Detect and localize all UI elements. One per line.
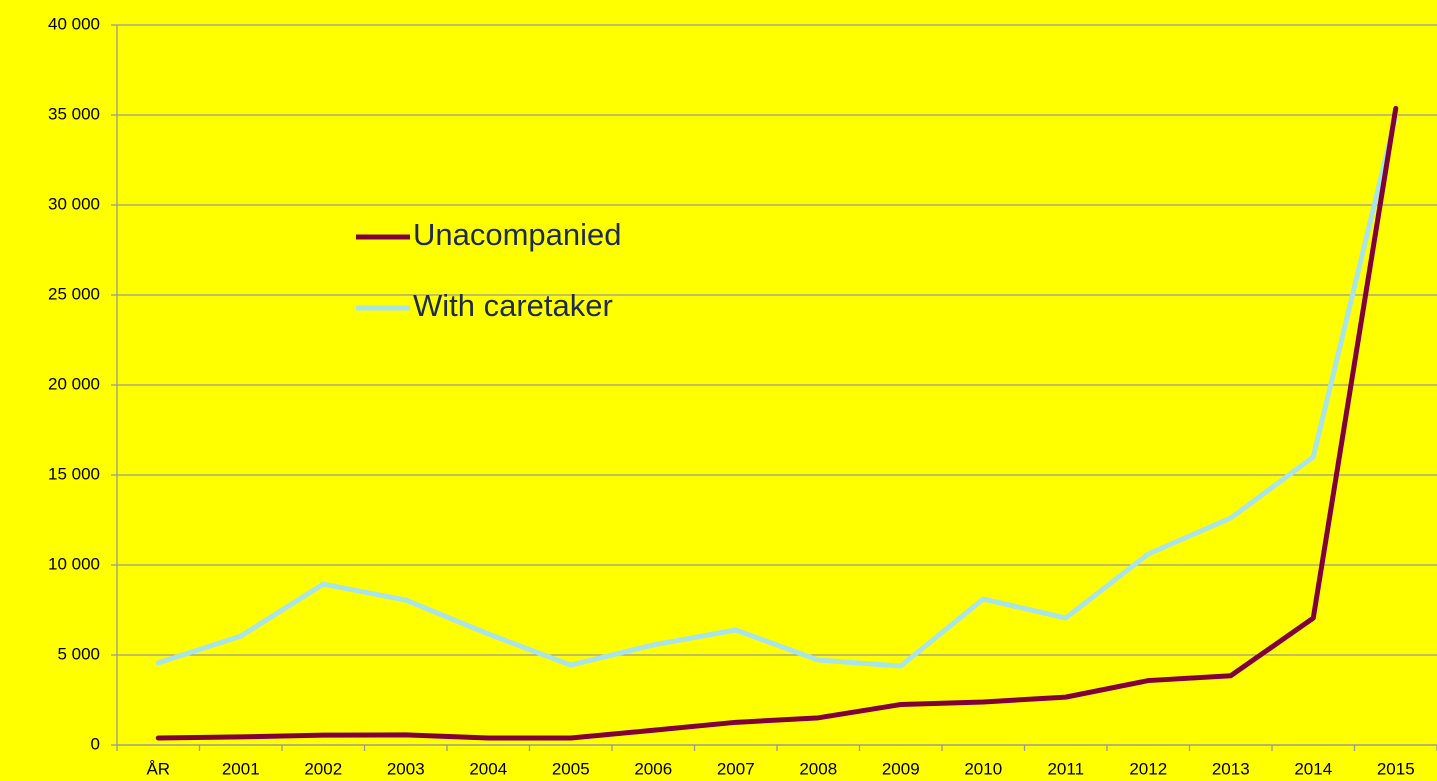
x-tick-label: 2012 [1129, 759, 1167, 778]
x-tick-label: 2007 [717, 759, 755, 778]
x-tick-label: 2011 [1047, 759, 1084, 778]
x-tick-label: 2013 [1212, 759, 1250, 778]
legend-label: With caretaker [413, 288, 613, 323]
legend-label: Unacompanied [413, 217, 622, 252]
y-tick-label: 40 000 [48, 14, 100, 33]
y-tick-label: 30 000 [48, 194, 100, 213]
y-tick-label: 15 000 [48, 464, 100, 483]
x-tick-label: 2014 [1294, 759, 1332, 778]
x-tick-label: 2015 [1377, 759, 1415, 778]
series-line [155, 113, 1399, 669]
series-line [155, 105, 1399, 741]
y-tick-label: 0 [91, 734, 100, 753]
y-tick-label: 5 000 [57, 644, 100, 663]
x-tick-label: 2002 [304, 759, 342, 778]
x-tick-label: 2006 [634, 759, 672, 778]
x-tick-label: 2001 [222, 759, 260, 778]
y-tick-label: 20 000 [48, 374, 100, 393]
x-tick-label: 2003 [387, 759, 425, 778]
x-tick-label: 2004 [469, 759, 507, 778]
x-tick-label: 2009 [882, 759, 920, 778]
x-tick-label: 2010 [964, 759, 1002, 778]
x-tick-label: 2005 [552, 759, 590, 778]
x-tick-label: 2008 [799, 759, 837, 778]
x-tick-label: ÅR [146, 759, 170, 778]
y-tick-label: 25 000 [48, 284, 100, 303]
y-tick-label: 10 000 [48, 554, 100, 573]
y-tick-label: 35 000 [48, 104, 100, 123]
